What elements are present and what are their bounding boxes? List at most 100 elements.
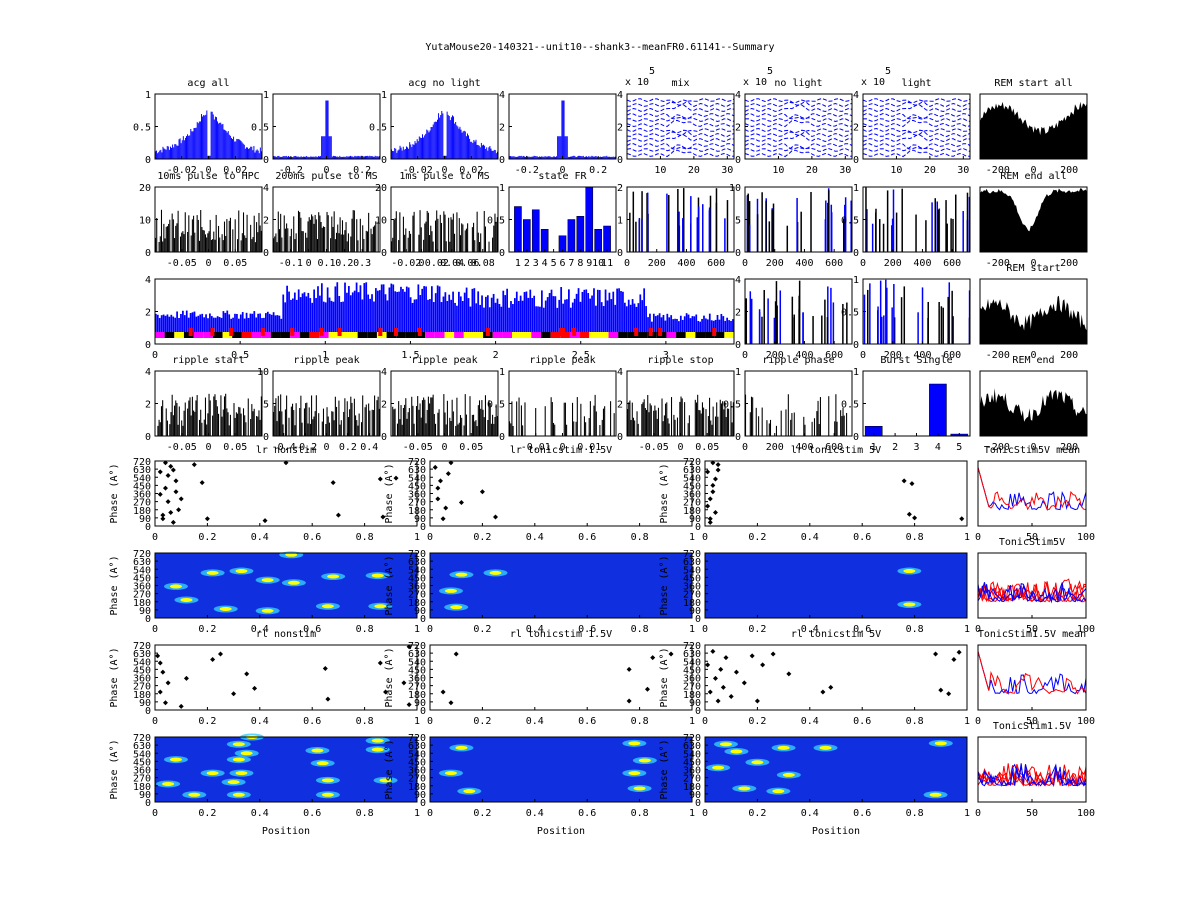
scatter-point (644, 686, 650, 692)
bar (230, 318, 233, 333)
bar (649, 313, 651, 333)
bar (602, 156, 604, 159)
bar (244, 235, 246, 252)
bar (645, 306, 647, 333)
bar (722, 316, 725, 333)
x-tick-label: 50 (1026, 624, 1038, 635)
scatter-point (715, 462, 721, 468)
x-tick-label: 5 (956, 442, 962, 453)
bar (641, 218, 643, 252)
bar (480, 142, 482, 159)
bar (311, 156, 313, 159)
bar (253, 146, 255, 159)
scatter-point (435, 496, 441, 502)
bar (632, 417, 635, 436)
bar (477, 144, 479, 159)
axes-frame (862, 278, 971, 345)
state-strip (155, 332, 165, 338)
x-tick-label: 400 (677, 258, 695, 269)
y-tick-label: 270 (683, 590, 701, 601)
bar (399, 212, 401, 252)
bar (610, 299, 613, 333)
bar (330, 300, 333, 333)
bar (562, 303, 564, 333)
x-tick-label: 200 (1060, 350, 1078, 361)
y-tick-label: 720 (683, 549, 701, 560)
y-tick-label: 0.5 (133, 123, 151, 134)
y-tick-label: 0 (420, 614, 426, 625)
bar (463, 425, 465, 436)
scatter-point (393, 475, 399, 481)
bar (606, 155, 608, 159)
x-tick-label: 4 (935, 442, 941, 453)
bar (511, 401, 513, 436)
bar (412, 144, 414, 159)
bar (540, 156, 541, 159)
bar (273, 238, 275, 252)
state-strip (579, 332, 590, 338)
scatter-point (448, 700, 454, 706)
bar (451, 219, 453, 252)
bar (244, 148, 246, 159)
bar (172, 316, 175, 333)
y-tick-label: 90 (139, 514, 151, 525)
bar (359, 218, 361, 252)
bar (594, 394, 596, 436)
y-tick-label: 180 (408, 506, 426, 517)
x-tick-label: 200 (766, 350, 784, 361)
y-tick-label: 0 (381, 155, 387, 166)
x-tick-label: 1 (871, 442, 877, 453)
bar (396, 152, 398, 159)
bar (236, 138, 238, 159)
bar (246, 214, 248, 252)
y-tick-label: 90 (414, 698, 426, 709)
bar (204, 115, 206, 159)
waveform-trace (626, 114, 735, 123)
x-tick-label: 0.6 (303, 808, 321, 819)
bar (469, 306, 472, 333)
bar (240, 413, 242, 436)
bar (568, 156, 570, 159)
scatter-point (754, 698, 760, 704)
bar (454, 123, 456, 159)
bar (195, 127, 197, 159)
x-tick-label: 0.05 (459, 442, 483, 453)
state-strip (531, 332, 541, 338)
bar (629, 400, 631, 436)
bar (203, 230, 205, 252)
bar (533, 155, 535, 159)
bar (324, 226, 326, 252)
waveform-trace (862, 144, 971, 153)
bar (346, 241, 348, 252)
scatter-point (406, 702, 412, 708)
bar (443, 394, 445, 436)
bar (732, 402, 734, 436)
bar (576, 157, 578, 159)
bar (577, 155, 579, 159)
bar (667, 418, 669, 436)
bar (336, 232, 338, 252)
bar (411, 396, 413, 436)
bar (691, 316, 694, 333)
bar (462, 131, 464, 159)
y-tick-label: 0 (263, 155, 269, 166)
bar (846, 412, 848, 436)
scatter-point (723, 655, 729, 661)
bar (158, 317, 161, 333)
bar (552, 296, 555, 333)
bar (223, 221, 226, 252)
bar (461, 223, 463, 252)
bar (493, 225, 495, 252)
bar (182, 136, 184, 159)
bar (195, 316, 198, 333)
scatter-point (231, 691, 237, 697)
bar (299, 156, 301, 159)
bar (670, 315, 673, 333)
x-tick-label: 200 (1060, 442, 1078, 453)
bar (356, 219, 358, 252)
bar (682, 218, 684, 252)
bar (244, 415, 246, 436)
bar (398, 149, 400, 159)
bar (627, 299, 630, 333)
